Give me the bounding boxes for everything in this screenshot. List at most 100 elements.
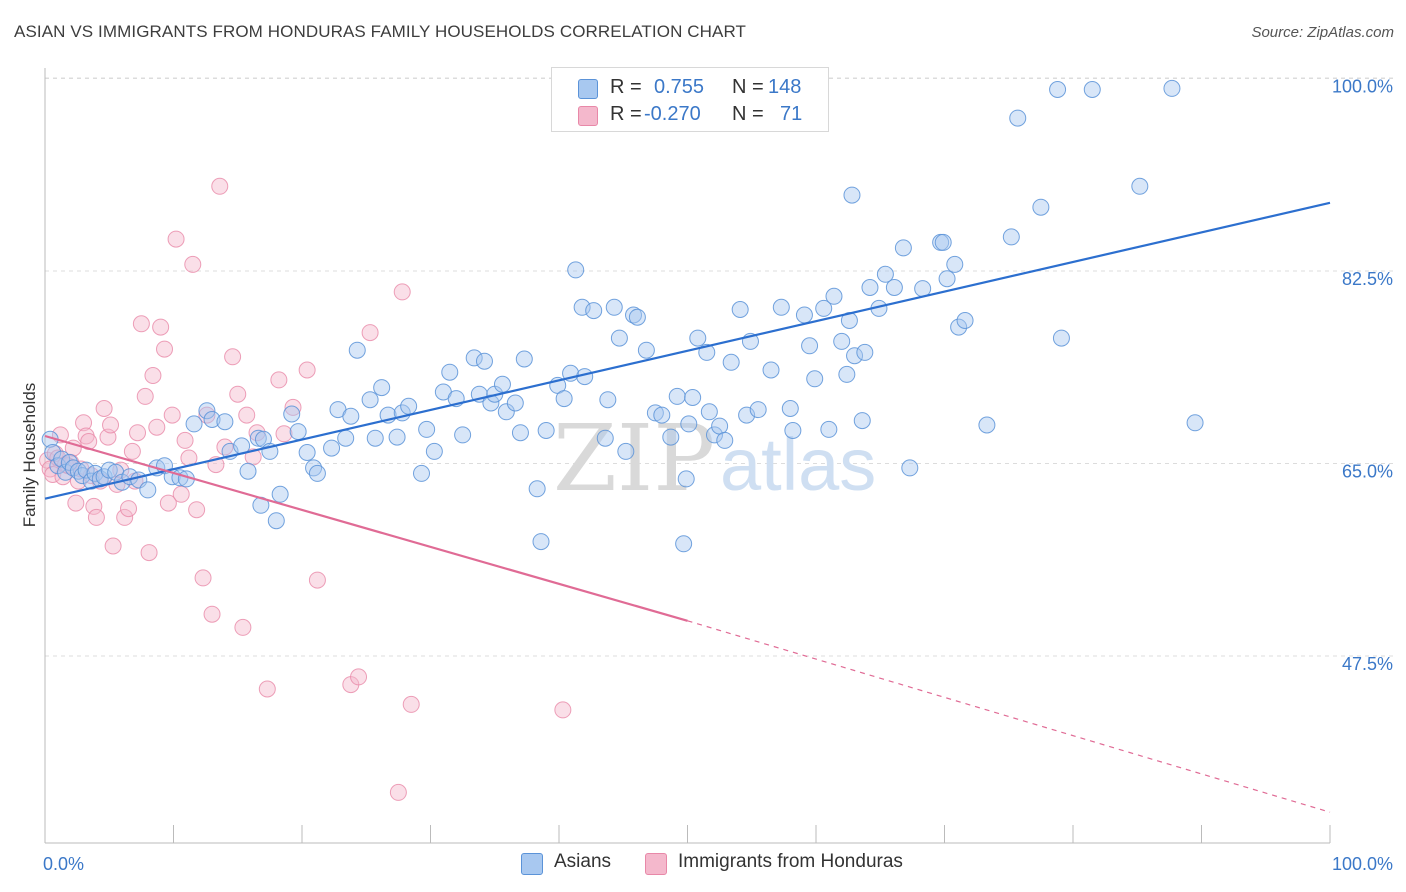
asians-point bbox=[853, 412, 871, 430]
honduras-point bbox=[393, 283, 411, 301]
honduras-point bbox=[120, 500, 138, 518]
honduras-point bbox=[132, 315, 150, 333]
asians-point bbox=[308, 464, 326, 482]
asians-point bbox=[413, 464, 431, 482]
honduras-point bbox=[194, 569, 212, 587]
asians-point bbox=[668, 387, 686, 405]
asians-points bbox=[41, 79, 1204, 553]
asians-point bbox=[1009, 109, 1027, 127]
tick-labels: 47.5% 65.0% 82.5% 100.0% 0.0% 100.0% bbox=[43, 77, 1393, 875]
asians-legend-swatch bbox=[521, 853, 543, 875]
asians-point bbox=[1131, 177, 1149, 195]
honduras-swatch bbox=[578, 106, 598, 126]
asians-point bbox=[249, 429, 267, 447]
asians-point bbox=[239, 462, 257, 480]
legend-n-value: 71 bbox=[780, 103, 803, 125]
asians-point bbox=[1049, 81, 1067, 98]
asians-point bbox=[825, 287, 843, 305]
honduras-point bbox=[203, 605, 221, 623]
honduras-point bbox=[144, 367, 162, 384]
legend-n-label: N = bbox=[732, 103, 764, 125]
honduras-legend-label: Immigrants from Honduras bbox=[678, 851, 903, 872]
honduras-point bbox=[87, 508, 105, 526]
asians-swatch bbox=[578, 79, 598, 99]
asians-point bbox=[1186, 414, 1204, 432]
asians-point bbox=[605, 298, 623, 316]
honduras-point bbox=[140, 544, 158, 562]
honduras-point bbox=[129, 424, 147, 442]
asians-point bbox=[342, 407, 360, 425]
asians-point bbox=[781, 400, 799, 417]
asians-point bbox=[784, 422, 802, 439]
asians-point bbox=[731, 301, 749, 318]
legend: R = 0.755 N = 148 R = -0.270 N = 71 bbox=[551, 67, 829, 132]
asians-point bbox=[506, 394, 524, 412]
asians-point bbox=[795, 306, 813, 324]
honduras-point bbox=[275, 425, 293, 443]
asians-point bbox=[555, 390, 573, 408]
legend-n-value: 148 bbox=[768, 76, 802, 98]
asians-point bbox=[216, 413, 234, 431]
asians-point bbox=[838, 365, 856, 383]
asians-point bbox=[801, 337, 819, 355]
honduras-legend-swatch bbox=[645, 853, 667, 875]
honduras-point bbox=[167, 230, 185, 248]
honduras-point bbox=[361, 324, 379, 342]
asians-point bbox=[1032, 198, 1050, 216]
honduras-point bbox=[152, 318, 170, 336]
asians-point bbox=[610, 329, 628, 347]
honduras-point bbox=[163, 406, 181, 424]
asians-point bbox=[806, 370, 824, 388]
asians-point bbox=[1002, 228, 1020, 246]
asians-point bbox=[567, 261, 585, 279]
watermark-zip: ZIP bbox=[553, 405, 715, 512]
asians-point bbox=[700, 403, 718, 421]
legend-row-honduras: R = -0.270 N = 71 bbox=[552, 99, 828, 129]
asians-point bbox=[198, 402, 216, 420]
asians-point bbox=[532, 533, 550, 551]
honduras-point bbox=[258, 680, 276, 698]
asians-point bbox=[77, 461, 95, 479]
honduras-point bbox=[248, 424, 266, 442]
asians-point bbox=[680, 415, 698, 433]
asians-point bbox=[425, 442, 443, 460]
honduras-point bbox=[123, 442, 141, 460]
asians-point bbox=[646, 404, 664, 422]
y-tick-label: 82.5% bbox=[1342, 269, 1393, 289]
honduras-point bbox=[184, 255, 202, 273]
asians-point bbox=[537, 422, 555, 439]
asians-point bbox=[289, 423, 307, 441]
honduras-point bbox=[389, 783, 407, 801]
honduras-point bbox=[116, 508, 134, 526]
asians-point bbox=[1163, 79, 1181, 97]
asians-point bbox=[1083, 81, 1101, 98]
asians-point bbox=[689, 329, 707, 347]
honduras-point bbox=[308, 571, 326, 589]
asians-point bbox=[934, 233, 952, 251]
asians-point bbox=[361, 391, 379, 409]
asians-point bbox=[337, 429, 355, 447]
asians-point bbox=[57, 463, 75, 481]
y-tick-label: 65.0% bbox=[1342, 462, 1393, 482]
asians-point bbox=[44, 444, 62, 461]
legend-r-value: -0.270 bbox=[644, 103, 701, 125]
honduras-point bbox=[85, 497, 103, 515]
asians-point bbox=[100, 461, 118, 479]
asians-point bbox=[876, 265, 894, 283]
asians-point bbox=[497, 403, 515, 421]
honduras-point bbox=[136, 387, 154, 405]
honduras-point bbox=[350, 668, 368, 686]
asians-point bbox=[662, 428, 680, 446]
asians-point bbox=[956, 312, 974, 329]
y-tick-label: 100.0% bbox=[1332, 77, 1393, 97]
asians-point bbox=[323, 439, 341, 457]
watermark: ZIP atlas bbox=[553, 405, 876, 512]
honduras-point bbox=[176, 431, 194, 449]
honduras-point bbox=[188, 501, 206, 519]
asians-point bbox=[843, 186, 861, 204]
asians-point bbox=[388, 428, 406, 446]
asians-point bbox=[454, 426, 472, 444]
honduras-point bbox=[229, 385, 247, 403]
legend-r-value: 0.755 bbox=[654, 76, 705, 98]
honduras-point bbox=[102, 416, 120, 434]
